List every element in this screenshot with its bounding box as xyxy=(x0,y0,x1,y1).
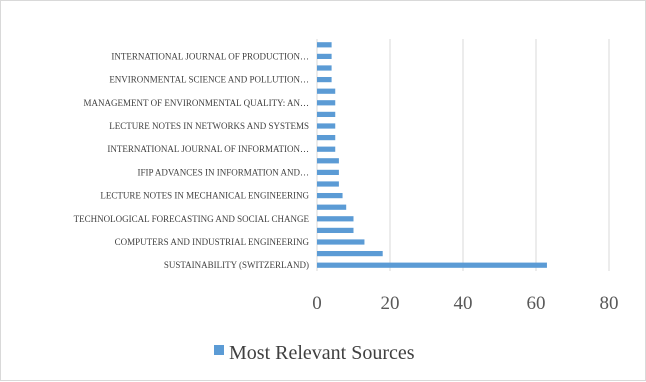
y-tick-label: SUSTAINABILITY (SWITZERLAND) xyxy=(164,260,309,270)
bar xyxy=(317,158,339,164)
bar xyxy=(317,88,336,94)
bar xyxy=(317,204,347,210)
x-tick-label: 40 xyxy=(454,293,473,314)
bar xyxy=(317,169,339,176)
legend-swatch xyxy=(214,345,224,355)
legend-label: Most Relevant Sources xyxy=(229,342,415,364)
bar xyxy=(317,134,336,141)
bar xyxy=(317,42,332,48)
y-tick-label: INTERNATIONAL JOURNAL OF INFORMATION… xyxy=(107,144,309,154)
bar xyxy=(317,192,343,199)
bar xyxy=(317,65,332,71)
bar xyxy=(317,76,332,83)
x-tick-label: 80 xyxy=(600,293,619,314)
y-tick-label: ENVIRONMENTAL SCIENCE AND POLLUTION… xyxy=(109,75,309,85)
y-tick-label: LECTURE NOTES IN NETWORKS AND SYSTEMS xyxy=(109,121,309,131)
bar xyxy=(317,100,336,106)
x-tick-label: 20 xyxy=(381,293,400,314)
legend: Most Relevant Sources xyxy=(214,342,415,364)
y-tick-label: TECHNOLOGICAL FORECASTING AND SOCIAL CHA… xyxy=(74,214,310,224)
y-tick-label: COMPUTERS AND INDUSTRIAL ENGINEERING xyxy=(115,237,310,247)
y-tick-label: IFIP ADVANCES IN INFORMATION AND… xyxy=(137,167,309,177)
x-tick-label: 60 xyxy=(527,293,546,314)
bar xyxy=(317,53,332,60)
y-tick-label: LECTURE NOTES IN MECHANICAL ENGINEERING xyxy=(100,191,309,201)
bar xyxy=(317,146,336,152)
y-tick-label: INTERNATIONAL JOURNAL OF PRODUCTION… xyxy=(111,51,309,61)
bar xyxy=(317,239,365,245)
bar xyxy=(317,216,354,222)
bar xyxy=(317,111,336,118)
x-tick-label: 0 xyxy=(312,293,322,314)
bar xyxy=(317,227,354,234)
bar xyxy=(317,250,383,257)
bar xyxy=(317,262,547,268)
bar xyxy=(317,123,336,129)
y-tick-label: MANAGEMENT OF ENVIRONMENTAL QUALITY: AN… xyxy=(84,98,309,108)
bar xyxy=(317,181,339,187)
